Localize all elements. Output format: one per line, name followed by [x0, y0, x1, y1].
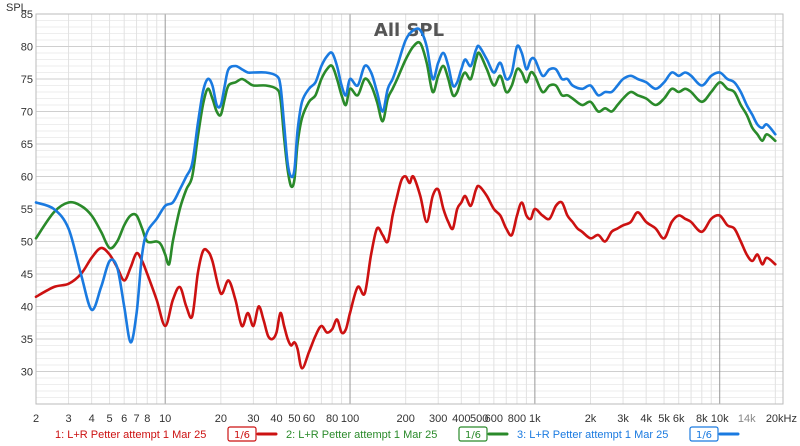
x-tick-label: 200 [396, 413, 414, 425]
legend-item-2[interactable]: 2: L+R Petter attempt 1 Mar 25 1/6 [286, 426, 509, 442]
x-tick-label: 2k [585, 413, 597, 425]
smoothing-badge [227, 426, 257, 442]
x-tick-label: 7 [134, 413, 140, 425]
legend-label: 2: L+R Petter attempt 1 Mar 25 [286, 429, 437, 441]
x-tick-label: 8k [696, 413, 708, 425]
x-tick-label: 10k [711, 413, 729, 425]
x-tick-label: 5k [658, 413, 670, 425]
chart-title: All SPL [374, 20, 444, 41]
x-tick-label: 3 [65, 413, 71, 425]
x-tick-label: 2 [33, 413, 39, 425]
x-tick-label: 6k [673, 413, 685, 425]
plot-area-border [35, 13, 784, 405]
x-tick-label: 800 [508, 413, 526, 425]
x-tick-label: 10 [159, 413, 171, 425]
smoothing-badge [458, 426, 488, 442]
series-line-2 [34, 40, 777, 266]
x-tick-label: 1k [529, 413, 541, 425]
x-tick-label: 20 [215, 413, 227, 425]
x-tick-label: 500 [470, 413, 488, 425]
x-tick-label: 4k [640, 413, 652, 425]
series-lines [34, 27, 777, 370]
x-tick-label: 50 [288, 413, 300, 425]
y-tick-labels: 30 35 40 45 50 55 60 65 70 75 80 85 [21, 9, 33, 379]
smoothing-badge [689, 426, 719, 442]
smoothing-label: 1/6 [696, 430, 712, 441]
x-tick-label: 20kHz [766, 413, 797, 425]
x-tick-label: 40 [270, 413, 282, 425]
x-tick-label: 30 [247, 413, 259, 425]
x-tick-label: 400 [452, 413, 470, 425]
legend-label: 3: L+R Petter attempt 1 Mar 25 [517, 429, 668, 441]
x-tick-label: 4 [89, 413, 95, 425]
y-tick-label: 45 [21, 269, 33, 281]
y-tick-label: 70 [21, 107, 33, 119]
x-tick-label: 5 [106, 413, 112, 425]
x-tick-label: 6 [121, 413, 127, 425]
y-tick-label: 50 [21, 237, 33, 249]
y-tick-label: 55 [21, 204, 33, 216]
series-line-1 [34, 174, 777, 370]
legend[interactable]: 1: L+R Petter attempt 1 Mar 25 1/6 2: L+R … [55, 426, 740, 442]
x-tick-label: 8 [144, 413, 150, 425]
x-tick-label: 60 [303, 413, 315, 425]
y-tick-label: 35 [21, 334, 33, 346]
x-tick-label: 80 [326, 413, 338, 425]
x-tick-label: 14k [738, 413, 756, 425]
y-tick-label: 30 [21, 367, 33, 379]
smoothing-label: 1/6 [234, 430, 250, 441]
y-tick-label: 65 [21, 139, 33, 151]
x-tick-label: 3k [617, 413, 629, 425]
y-tick-label: 60 [21, 172, 33, 184]
x-tick-label: 100 [341, 413, 359, 425]
x-tick-label: 300 [429, 413, 447, 425]
y-tick-label: 75 [21, 74, 33, 86]
legend-label: 1: L+R Petter attempt 1 Mar 25 [55, 429, 206, 441]
legend-item-3[interactable]: 3: L+R Petter attempt 1 Mar 25 1/6 [517, 426, 740, 442]
y-tick-label: 80 [21, 42, 33, 54]
x-tick-label: 600 [485, 413, 503, 425]
series-line-3 [34, 27, 777, 344]
y-tick-label: 85 [21, 9, 33, 21]
legend-item-1[interactable]: 1: L+R Petter attempt 1 Mar 25 1/6 [55, 426, 278, 442]
smoothing-label: 1/6 [465, 430, 481, 441]
y-tick-label: 40 [21, 302, 33, 314]
y-axis-label: SPL [6, 2, 27, 14]
